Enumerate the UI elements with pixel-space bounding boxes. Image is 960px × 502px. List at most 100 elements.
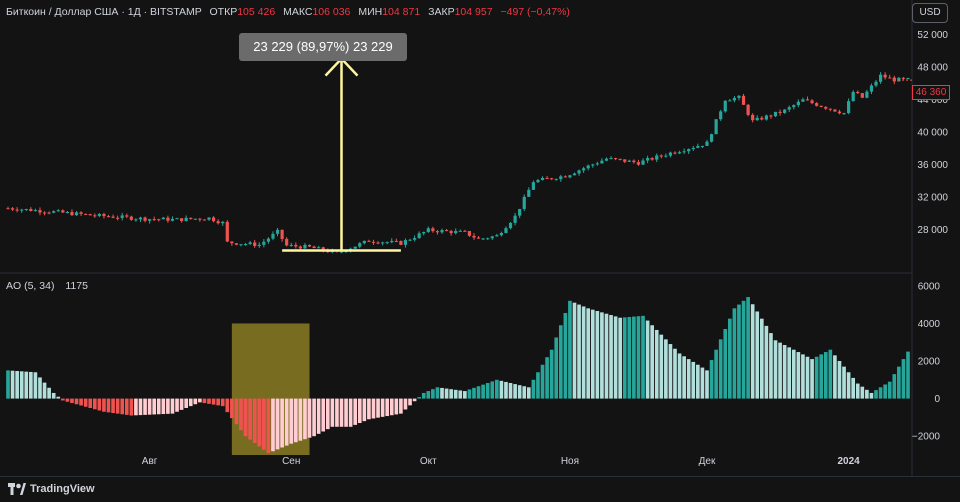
ao-bar [682, 356, 686, 399]
candle-body [650, 158, 654, 160]
ao-bar [504, 381, 508, 399]
candle-body [709, 134, 714, 142]
candle-body [472, 235, 476, 238]
candle-body [138, 217, 143, 220]
candle-body [819, 105, 823, 107]
ao-bar [147, 398, 152, 415]
ao-bar [901, 359, 906, 399]
ao-bar [632, 316, 636, 399]
ao-bar [394, 398, 399, 415]
low-label: МИН [358, 6, 383, 18]
ao-bar [664, 339, 668, 399]
ao-bar [645, 320, 650, 399]
candle-body [294, 244, 298, 247]
ao-bar [878, 387, 883, 399]
ao-bar [568, 300, 572, 399]
ao-bar [490, 381, 495, 399]
candle-body [189, 217, 193, 219]
candle-body [61, 210, 65, 213]
candle-body [248, 242, 252, 245]
candle-body [234, 243, 239, 245]
candle-body [764, 115, 768, 120]
candle-body [152, 219, 156, 221]
candle-body [298, 246, 302, 249]
candle-body [577, 170, 581, 174]
ao-bar [166, 398, 170, 414]
ao-bar [714, 349, 718, 399]
candle-body [184, 217, 188, 222]
candle-body [463, 230, 467, 232]
ao-bar [335, 398, 339, 427]
ao-bar [508, 383, 513, 399]
ao-bar [156, 398, 161, 415]
ao-bar [362, 398, 367, 422]
ao-bar [124, 398, 129, 415]
candle-body [741, 95, 746, 105]
ao-bar [586, 308, 591, 399]
candle-body [687, 149, 691, 152]
candle-body [773, 111, 778, 117]
candle-body [851, 91, 855, 102]
ao-bar [248, 398, 252, 440]
ao-bar [120, 398, 125, 415]
ao-bar [618, 317, 623, 399]
ao-bar [449, 389, 453, 399]
candle-body [705, 141, 709, 146]
ao-bar [115, 398, 120, 414]
candle-body [508, 222, 513, 229]
candle-body [760, 117, 764, 120]
candle-body [148, 219, 152, 221]
candle-body [618, 158, 622, 160]
candle-body [371, 241, 376, 243]
candle-body [828, 108, 832, 110]
ao-bar [709, 360, 714, 399]
ao-tick-label: 2000 [918, 356, 941, 367]
ao-bar [344, 398, 348, 427]
ao-bar [732, 308, 737, 399]
ao-bar [846, 372, 851, 399]
ao-bar [600, 312, 604, 399]
ao-bar [88, 398, 93, 408]
ao-bar [234, 398, 239, 425]
measure-label: 23 229 (89,97%) 23 229 [239, 33, 407, 61]
last-price-tag: 46 360 [912, 85, 950, 100]
candle-body [645, 158, 650, 161]
ao-bar [435, 387, 440, 399]
ao-bar [472, 387, 476, 399]
candle-body [84, 213, 88, 215]
candle-body [572, 173, 577, 176]
candle-body [120, 215, 124, 218]
ao-bar [138, 398, 143, 416]
candle-body [225, 221, 229, 242]
candle-body [540, 177, 545, 181]
candle-body [883, 74, 887, 78]
symbol-title[interactable]: Биткоин / Доллар США · 1Д · BITSTAMP [6, 6, 202, 18]
footer-bar: TradingView [0, 476, 960, 502]
ao-bar [796, 352, 801, 399]
ao-bar [198, 398, 202, 403]
candle-body [641, 160, 645, 165]
ao-bar [823, 352, 828, 399]
candle-body [367, 240, 371, 242]
currency-button[interactable]: USD [912, 3, 948, 23]
candle-body [93, 215, 97, 217]
ao-bar [33, 372, 38, 399]
ao-bar [686, 359, 691, 399]
candle-body [518, 208, 522, 216]
time-tick-label: Авг [142, 456, 158, 467]
indicator-header[interactable]: AO (5, 34) 1175 [6, 280, 88, 292]
ao-bar [357, 398, 362, 424]
candle-body [257, 244, 261, 246]
candle-body [490, 236, 494, 239]
ao-bar [814, 356, 819, 399]
ao-bar [883, 384, 887, 399]
ao-bar [303, 398, 307, 440]
candle-body [88, 214, 92, 216]
candle-body [778, 111, 782, 113]
ao-bar [307, 398, 312, 438]
ao-bar [312, 398, 316, 437]
candle-body [568, 175, 572, 178]
brand-name[interactable]: TradingView [30, 483, 95, 495]
candle-body [673, 152, 677, 154]
